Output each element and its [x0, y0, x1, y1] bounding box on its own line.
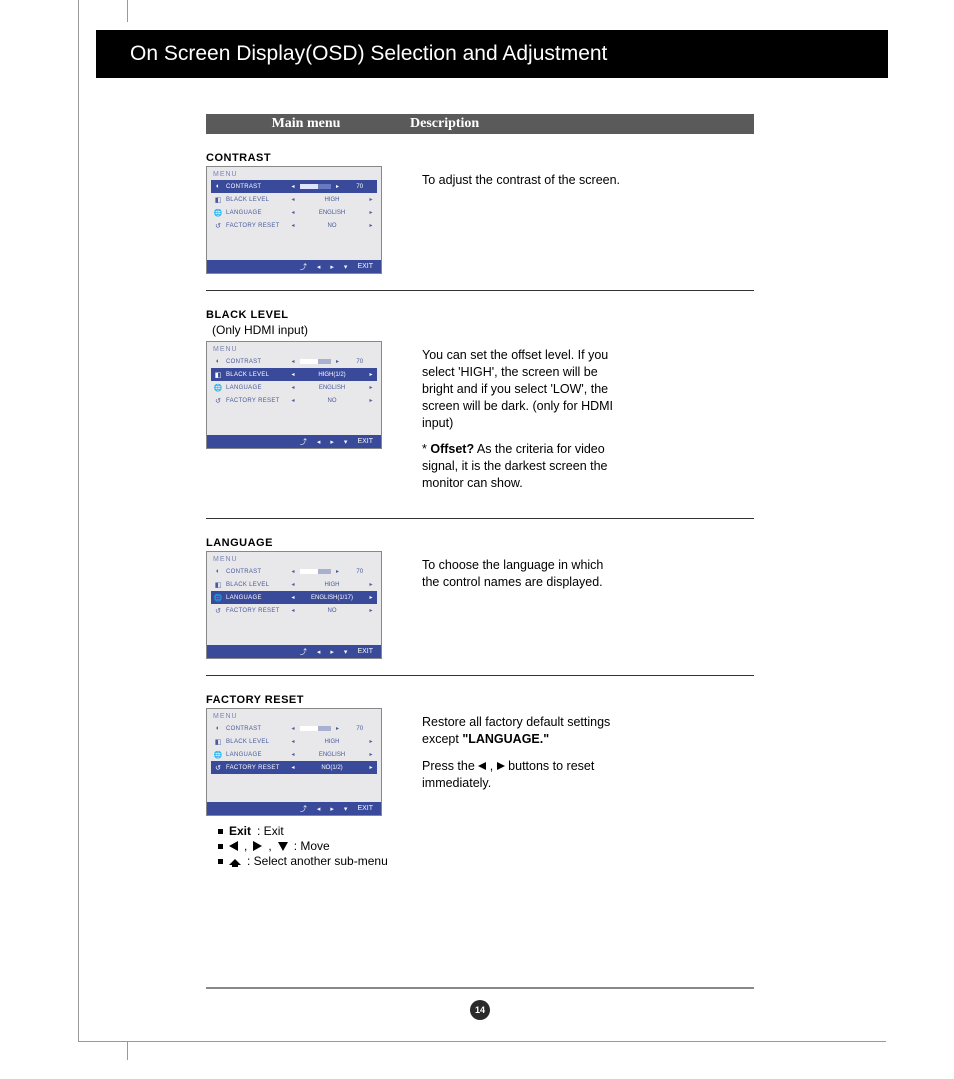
osd-menu-label: MENU	[207, 342, 381, 355]
osd-nav: ⤴◂▸▾EXIT	[207, 802, 381, 815]
page-title-bar: On Screen Display(OSD) Selection and Adj…	[96, 30, 888, 78]
osd-row: ↺FACTORY RESET◂NO▸	[211, 219, 377, 232]
bullet-icon	[218, 829, 223, 834]
osd-row: ◧BLACK LEVEL◂HIGH(1/2)▸	[211, 368, 377, 381]
section-factory-reset: FACTORY RESET MENU ◐CONTRAST◂▸70 ◧BLACK …	[206, 694, 754, 868]
section-subtitle: (Only HDMI input)	[212, 323, 754, 337]
legend-submenu: : Select another sub-menu	[206, 854, 754, 868]
osd-row: ◧BLACK LEVEL◂HIGH▸	[211, 578, 377, 591]
section-title: FACTORY RESET	[206, 694, 754, 706]
osd-nav: ⤴◂▸▾EXIT	[207, 645, 381, 658]
osd-row: ◧BLACK LEVEL◂HIGH▸	[211, 193, 377, 206]
col-main: Main menu	[206, 116, 406, 132]
column-header: Main menu Description	[206, 114, 754, 134]
legend-exit: Exit : Exit	[206, 824, 754, 838]
legend-move: , , : Move	[206, 839, 754, 853]
section-title: LANGUAGE	[206, 537, 754, 549]
osd-row: ◧BLACK LEVEL◂HIGH▸	[211, 735, 377, 748]
section-language: LANGUAGE MENU ◐CONTRAST◂▸70 ◧BLACK LEVEL…	[206, 537, 754, 676]
section-black-level: BLACK LEVEL (Only HDMI input) MENU ◐CONT…	[206, 309, 754, 519]
col-desc: Description	[406, 116, 754, 132]
page-number: 14	[470, 1000, 490, 1020]
right-arrow-icon	[497, 762, 505, 770]
osd-row: ↺FACTORY RESET◂NO▸	[211, 604, 377, 617]
osd-row: ↺FACTORY RESET◂NO▸	[211, 394, 377, 407]
section-title: BLACK LEVEL	[206, 309, 754, 321]
osd-nav: ⤴◂▸▾EXIT	[207, 435, 381, 448]
page-title: On Screen Display(OSD) Selection and Adj…	[130, 42, 607, 66]
osd-screenshot-factoryreset: MENU ◐CONTRAST◂▸70 ◧BLACK LEVEL◂HIGH▸ 🌐L…	[206, 708, 382, 816]
osd-row: ◐CONTRAST◂▸70	[211, 180, 377, 193]
osd-row: 🌐LANGUAGE◂ENGLISH▸	[211, 748, 377, 761]
description: You can set the offset level. If you sel…	[422, 341, 622, 502]
osd-row: ◐CONTRAST◂▸70	[211, 355, 377, 368]
section-title: CONTRAST	[206, 152, 754, 164]
legend: Exit : Exit , , : Move : Select another …	[206, 824, 754, 868]
crop-mark-bottom	[127, 1042, 128, 1060]
osd-row: 🌐LANGUAGE◂ENGLISH▸	[211, 206, 377, 219]
down-arrow-icon	[278, 842, 288, 851]
osd-menu-label: MENU	[207, 552, 381, 565]
description: Restore all factory default settings exc…	[422, 708, 622, 802]
osd-row: 🌐LANGUAGE◂ENGLISH▸	[211, 381, 377, 394]
home-icon	[229, 856, 241, 866]
osd-row: ◐CONTRAST◂▸70	[211, 565, 377, 578]
divider	[206, 290, 754, 291]
divider	[206, 675, 754, 676]
osd-row: 🌐LANGUAGE◂ENGLISH(1/17)▸	[211, 591, 377, 604]
osd-row: ↺FACTORY RESET◂NO(1/2)▸	[211, 761, 377, 774]
description: To adjust the contrast of the screen.	[422, 166, 622, 199]
content-area: Main menu Description CONTRAST MENU ◐CON…	[206, 114, 754, 869]
crop-mark-top	[127, 0, 128, 22]
osd-screenshot-language: MENU ◐CONTRAST◂▸70 ◧BLACK LEVEL◂HIGH▸ 🌐L…	[206, 551, 382, 659]
osd-menu-label: MENU	[207, 709, 381, 722]
bullet-icon	[218, 844, 223, 849]
right-arrow-icon	[253, 841, 262, 851]
osd-screenshot-blacklevel: MENU ◐CONTRAST◂▸70 ◧BLACK LEVEL◂HIGH(1/2…	[206, 341, 382, 449]
section-contrast: CONTRAST MENU ◐CONTRAST◂▸70 ◧BLACK LEVEL…	[206, 152, 754, 291]
osd-screenshot-contrast: MENU ◐CONTRAST◂▸70 ◧BLACK LEVEL◂HIGH▸ 🌐L…	[206, 166, 382, 274]
bullet-icon	[218, 859, 223, 864]
osd-nav: ⤴◂▸▾EXIT	[207, 260, 381, 273]
bottom-rule	[206, 987, 754, 989]
divider	[206, 518, 754, 519]
osd-row: ◐CONTRAST◂▸70	[211, 722, 377, 735]
left-arrow-icon	[229, 841, 238, 851]
osd-menu-label: MENU	[207, 167, 381, 180]
description: To choose the language in which the cont…	[422, 551, 622, 601]
